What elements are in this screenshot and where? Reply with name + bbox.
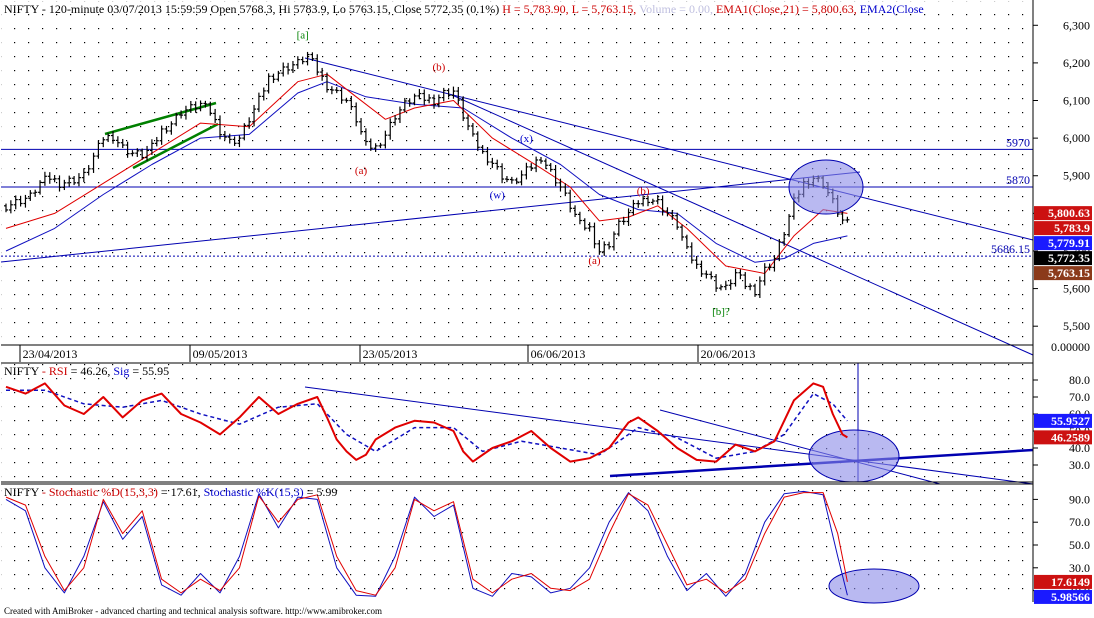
title-part: NIFTY bbox=[4, 485, 40, 499]
value-label: 5,783.9 bbox=[1054, 221, 1090, 235]
value-label: 5,779.91 bbox=[1048, 236, 1090, 250]
rsi-title-line: NIFTY - RSI = 46.26, Sig = 55.95 bbox=[4, 364, 169, 378]
date-axis: 23/04/2013 09/05/2013 23/05/2013 06/06/2013… bbox=[19, 345, 756, 362]
support-resistance-lines: 5970 5870 5686.15 bbox=[1, 135, 1033, 257]
title-part: NIFTY - 120-minute 03/07/2013 15:59:59 O… bbox=[4, 2, 499, 16]
value-label-box bbox=[1034, 206, 1092, 221]
title-part: - RSI bbox=[39, 364, 68, 378]
date-label: 23/04/2013 bbox=[23, 347, 78, 361]
title-part: EMA1(Close,21) = 5,800.63, bbox=[716, 2, 860, 16]
price-pane: 5970 5870 5686.15 [a] (b) (a) (x) (w) (b) (a) [b]… bbox=[0, 1, 1034, 362]
value-label: 46.2589 bbox=[1051, 430, 1090, 444]
wave-label: (x) bbox=[520, 133, 533, 145]
value-label: 5,763.15 bbox=[1048, 266, 1090, 280]
ema1-series bbox=[5, 73, 848, 274]
title-part: - Stochastic %D(15,3,3) bbox=[39, 485, 158, 499]
y-tick-label: 6,000 bbox=[1063, 131, 1090, 145]
highlight-ellipse-rsi bbox=[808, 429, 900, 483]
rsi-series bbox=[5, 382, 848, 463]
title-part: = 55.95 bbox=[129, 364, 169, 378]
ema1-line bbox=[5, 73, 848, 274]
value-label-box bbox=[1034, 574, 1092, 589]
rsi-trendline-middle bbox=[659, 409, 941, 485]
title-part: L = 5,763.15, bbox=[572, 2, 639, 16]
trendline-upper bbox=[304, 57, 1034, 241]
stochastic-d-series bbox=[5, 492, 848, 596]
date-label: 20/06/2013 bbox=[701, 347, 756, 361]
wave-label: (a) bbox=[355, 165, 368, 177]
trendline-middle bbox=[451, 94, 1034, 356]
y-tick-label: 70.0 bbox=[1069, 390, 1090, 404]
stochastic-lines bbox=[5, 490, 848, 597]
y-tick-label: 5,600 bbox=[1063, 282, 1090, 296]
date-label: 06/06/2013 bbox=[531, 347, 586, 361]
y-tick-label: 30.0 bbox=[1069, 458, 1090, 472]
y-tick-label: 50.0 bbox=[1069, 538, 1090, 552]
bottom-axis-label: 0.00000 bbox=[1051, 340, 1090, 354]
highlight-ellipse-stochastic bbox=[828, 568, 920, 604]
y-tick-label: 6,300 bbox=[1063, 18, 1090, 32]
wave-label: (w) bbox=[490, 189, 506, 201]
wave-labels: [a] (b) (a) (x) (w) (b) (a) [b]? bbox=[297, 29, 730, 317]
horizontal-line-label: 5870 bbox=[1006, 173, 1030, 187]
title-part: EMA2(Close bbox=[860, 2, 924, 16]
value-label-box bbox=[1034, 266, 1092, 281]
y-tick-label: 40.0 bbox=[1069, 441, 1090, 455]
trendline-lower bbox=[0, 171, 861, 263]
value-label-box bbox=[1034, 589, 1092, 604]
title-part: Stochastic %K(15,3) bbox=[204, 485, 304, 499]
title-part: = 17.61, bbox=[158, 485, 204, 499]
wave-label: (b) bbox=[637, 186, 650, 198]
y-tick-label: 80.0 bbox=[1069, 373, 1090, 387]
rsi-trendline-upper bbox=[304, 386, 1034, 485]
rsi-lines bbox=[5, 382, 848, 463]
value-label: 5,800.63 bbox=[1048, 206, 1090, 220]
title-part: Sig bbox=[113, 364, 129, 378]
price-title-line: NIFTY - 120-minute 03/07/2013 15:59:59 O… bbox=[4, 2, 924, 16]
y-tick-label: 5,500 bbox=[1063, 319, 1090, 333]
date-label: 09/05/2013 bbox=[193, 347, 248, 361]
date-label: 23/05/2013 bbox=[363, 347, 418, 361]
highlight-ellipse-price bbox=[788, 159, 864, 215]
title-part: = 5.99 bbox=[304, 485, 338, 499]
footer-credit: Created with AmiBroker - advanced charti… bbox=[4, 606, 382, 616]
price-pane-background bbox=[1, 1, 1033, 345]
value-label-box bbox=[1034, 251, 1092, 266]
wave-label: (a) bbox=[588, 255, 601, 267]
y-tick-label: 6,100 bbox=[1063, 94, 1090, 108]
title-part: H = 5,783.90, bbox=[499, 2, 571, 16]
value-label-box bbox=[1034, 221, 1092, 236]
value-label: 17.6149 bbox=[1051, 575, 1090, 589]
wave-label: [a] bbox=[297, 29, 309, 41]
stochastic-title-line: NIFTY - Stochastic %D(15,3,3) = 17.61, S… bbox=[4, 485, 337, 499]
value-label: 5,772.35 bbox=[1048, 251, 1090, 265]
title-part: NIFTY bbox=[4, 364, 40, 378]
stochastic-pane: NIFTY - Stochastic %D(15,3,3) = 17.61, S… bbox=[1, 483, 1033, 616]
horizontal-line-label: 5970 bbox=[1006, 135, 1030, 149]
value-label: 55.9527 bbox=[1051, 414, 1090, 428]
value-label-box bbox=[1034, 236, 1092, 251]
trendlines bbox=[0, 57, 1034, 356]
value-label-box bbox=[1034, 413, 1092, 428]
title-part: Volume = 0.00, bbox=[639, 2, 716, 16]
y-tick-label: 30.0 bbox=[1069, 561, 1090, 575]
rsi-pane: NIFTY - RSI = 46.26, Sig = 55.95 bbox=[1, 362, 1034, 485]
price-bars bbox=[4, 51, 850, 298]
value-labels: 5,800.635,783.95,779.915,772.355,763.15 5… bbox=[1034, 206, 1092, 604]
value-label-box bbox=[1034, 430, 1092, 445]
title-part: = 46.26, bbox=[68, 364, 114, 378]
y-tick-label: 5,900 bbox=[1063, 169, 1090, 183]
wave-label: (b) bbox=[432, 61, 445, 73]
wave-label: [b]? bbox=[712, 306, 730, 318]
y-tick-label: 6,200 bbox=[1063, 56, 1090, 70]
horizontal-line-label: 5686.15 bbox=[991, 242, 1030, 256]
value-label: 5.98566 bbox=[1051, 590, 1090, 604]
y-tick-label: 90.0 bbox=[1069, 492, 1090, 506]
y-tick-label: 70.0 bbox=[1069, 515, 1090, 529]
